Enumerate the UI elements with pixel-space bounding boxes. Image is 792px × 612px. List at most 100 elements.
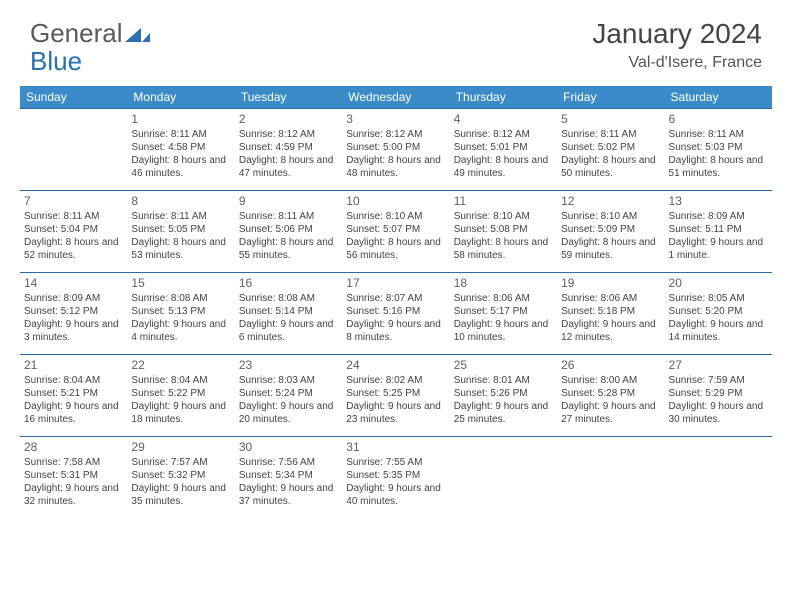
logo: General [30,18,151,49]
day-info: Sunrise: 8:03 AMSunset: 5:24 PMDaylight:… [239,375,338,426]
dow-thu: Thursday [450,86,557,109]
day-number: 23 [239,358,338,373]
calendar-cell: 8 Sunrise: 8:11 AMSunset: 5:05 PMDaylight… [127,191,234,273]
day-number: 18 [454,276,553,291]
calendar-cell: 13 Sunrise: 8:09 AMSunset: 5:11 PMDayligh… [665,191,772,273]
day-number: 7 [24,194,123,209]
day-info: Sunrise: 8:12 AMSunset: 5:00 PMDaylight:… [346,129,445,180]
day-info: Sunrise: 8:02 AMSunset: 5:25 PMDaylight:… [346,375,445,426]
calendar-body: 1Sunrise: 8:11 AMSunset: 4:58 PMDaylight… [20,109,772,519]
logo-triangle-icon [125,24,151,44]
calendar-table: Sunday Monday Tuesday Wednesday Thursday… [20,86,772,519]
location-subtitle: Val-d'Isere, France [592,54,762,72]
calendar-cell: 16 Sunrise: 8:08 AMSunset: 5:14 PMDayligh… [235,273,342,355]
day-number: 19 [561,276,660,291]
calendar-cell: 12 Sunrise: 8:10 AMSunset: 5:09 PMDayligh… [557,191,664,273]
dow-sun: Sunday [20,86,127,109]
day-info: Sunrise: 8:12 AMSunset: 5:01 PMDaylight:… [454,129,553,180]
day-number: 3 [346,112,445,127]
calendar-row: 14Sunrise: 8:09 AMSunset: 5:12 PMDayligh… [20,273,772,355]
calendar-cell: 4Sunrise: 8:12 AMSunset: 5:01 PMDaylight… [450,109,557,191]
title-block: January 2024 Val-d'Isere, France [592,18,762,72]
day-number: 5 [561,112,660,127]
calendar-cell: 29Sunrise: 7:57 AMSunset: 5:32 PMDayligh… [127,437,234,519]
day-number: 25 [454,358,553,373]
month-title: January 2024 [592,18,762,50]
calendar-cell: 23 Sunrise: 8:03 AMSunset: 5:24 PMDayligh… [235,355,342,437]
day-info: Sunrise: 8:09 AMSunset: 5:11 PMDaylight:… [669,211,768,262]
calendar-cell [450,437,557,519]
calendar-cell: 6 Sunrise: 8:11 AMSunset: 5:03 PMDaylight… [665,109,772,191]
day-number: 12 [561,194,660,209]
day-info: Sunrise: 8:11 AMSunset: 5:05 PMDaylight:… [131,211,230,262]
calendar-cell: 25 Sunrise: 8:01 AMSunset: 5:26 PMDayligh… [450,355,557,437]
calendar-cell: 22 Sunrise: 8:04 AMSunset: 5:22 PMDayligh… [127,355,234,437]
day-number: 26 [561,358,660,373]
calendar-cell: 1Sunrise: 8:11 AMSunset: 4:58 PMDaylight… [127,109,234,191]
dow-wed: Wednesday [342,86,449,109]
day-number: 21 [24,358,123,373]
day-info: Sunrise: 8:08 AMSunset: 5:14 PMDaylight:… [239,293,338,344]
day-number: 9 [239,194,338,209]
dow-tue: Tuesday [235,86,342,109]
day-number: 1 [131,112,230,127]
dow-fri: Friday [557,86,664,109]
calendar-cell: 18 Sunrise: 8:06 AMSunset: 5:17 PMDayligh… [450,273,557,355]
day-number: 31 [346,440,445,455]
calendar-cell: 20Sunrise: 8:05 AMSunset: 5:20 PMDayligh… [665,273,772,355]
day-info: Sunrise: 8:00 AMSunset: 5:28 PMDaylight:… [561,375,660,426]
day-number: 27 [669,358,768,373]
day-info: Sunrise: 8:08 AMSunset: 5:13 PMDaylight:… [131,293,230,344]
calendar-cell [665,437,772,519]
day-info: Sunrise: 8:04 AMSunset: 5:22 PMDaylight:… [131,375,230,426]
calendar-row: 28 Sunrise: 7:58 AMSunset: 5:31 PMDayligh… [20,437,772,519]
calendar-cell: 14Sunrise: 8:09 AMSunset: 5:12 PMDayligh… [20,273,127,355]
dow-row: Sunday Monday Tuesday Wednesday Thursday… [20,86,772,109]
calendar-cell: 15 Sunrise: 8:08 AMSunset: 5:13 PMDayligh… [127,273,234,355]
calendar-row: 7Sunrise: 8:11 AMSunset: 5:04 PMDaylight… [20,191,772,273]
day-number: 6 [669,112,768,127]
day-info: Sunrise: 7:56 AMSunset: 5:34 PMDaylight:… [239,457,338,508]
day-info: Sunrise: 7:55 AMSunset: 5:35 PMDaylight:… [346,457,445,508]
day-info: Sunrise: 8:11 AMSunset: 5:06 PMDaylight:… [239,211,338,262]
day-info: Sunrise: 8:12 AMSunset: 4:59 PMDaylight:… [239,129,338,180]
day-number: 17 [346,276,445,291]
day-number: 16 [239,276,338,291]
day-info: Sunrise: 8:04 AMSunset: 5:21 PMDaylight:… [24,375,123,426]
calendar-row: 21 Sunrise: 8:04 AMSunset: 5:21 PMDayligh… [20,355,772,437]
day-number: 13 [669,194,768,209]
calendar-cell: 5 Sunrise: 8:11 AMSunset: 5:02 PMDaylight… [557,109,664,191]
day-number: 2 [239,112,338,127]
day-info: Sunrise: 7:58 AMSunset: 5:31 PMDaylight:… [24,457,123,508]
calendar-cell [20,109,127,191]
day-info: Sunrise: 8:10 AMSunset: 5:09 PMDaylight:… [561,211,660,262]
day-number: 15 [131,276,230,291]
day-info: Sunrise: 8:11 AMSunset: 5:03 PMDaylight:… [669,129,768,180]
day-info: Sunrise: 8:07 AMSunset: 5:16 PMDaylight:… [346,293,445,344]
day-info: Sunrise: 8:11 AMSunset: 5:02 PMDaylight:… [561,129,660,180]
day-info: Sunrise: 7:57 AMSunset: 5:32 PMDaylight:… [131,457,230,508]
calendar-cell: 2 Sunrise: 8:12 AMSunset: 4:59 PMDaylight… [235,109,342,191]
logo-text-2: Blue [30,46,82,77]
calendar-cell: 31 Sunrise: 7:55 AMSunset: 5:35 PMDayligh… [342,437,449,519]
day-number: 11 [454,194,553,209]
day-number: 22 [131,358,230,373]
day-info: Sunrise: 8:05 AMSunset: 5:20 PMDaylight:… [669,293,768,344]
calendar-row: 1Sunrise: 8:11 AMSunset: 4:58 PMDaylight… [20,109,772,191]
day-info: Sunrise: 8:06 AMSunset: 5:17 PMDaylight:… [454,293,553,344]
calendar-cell [557,437,664,519]
day-number: 14 [24,276,123,291]
calendar-cell: 24Sunrise: 8:02 AMSunset: 5:25 PMDayligh… [342,355,449,437]
calendar-cell: 21 Sunrise: 8:04 AMSunset: 5:21 PMDayligh… [20,355,127,437]
calendar-cell: 17 Sunrise: 8:07 AMSunset: 5:16 PMDayligh… [342,273,449,355]
day-info: Sunrise: 8:01 AMSunset: 5:26 PMDaylight:… [454,375,553,426]
dow-sat: Saturday [665,86,772,109]
calendar-cell: 11Sunrise: 8:10 AMSunset: 5:08 PMDayligh… [450,191,557,273]
calendar-cell: 30Sunrise: 7:56 AMSunset: 5:34 PMDayligh… [235,437,342,519]
dow-mon: Monday [127,86,234,109]
day-number: 28 [24,440,123,455]
day-number: 8 [131,194,230,209]
calendar-cell: 7Sunrise: 8:11 AMSunset: 5:04 PMDaylight… [20,191,127,273]
logo-text-1: General [30,18,123,49]
day-info: Sunrise: 8:10 AMSunset: 5:07 PMDaylight:… [346,211,445,262]
